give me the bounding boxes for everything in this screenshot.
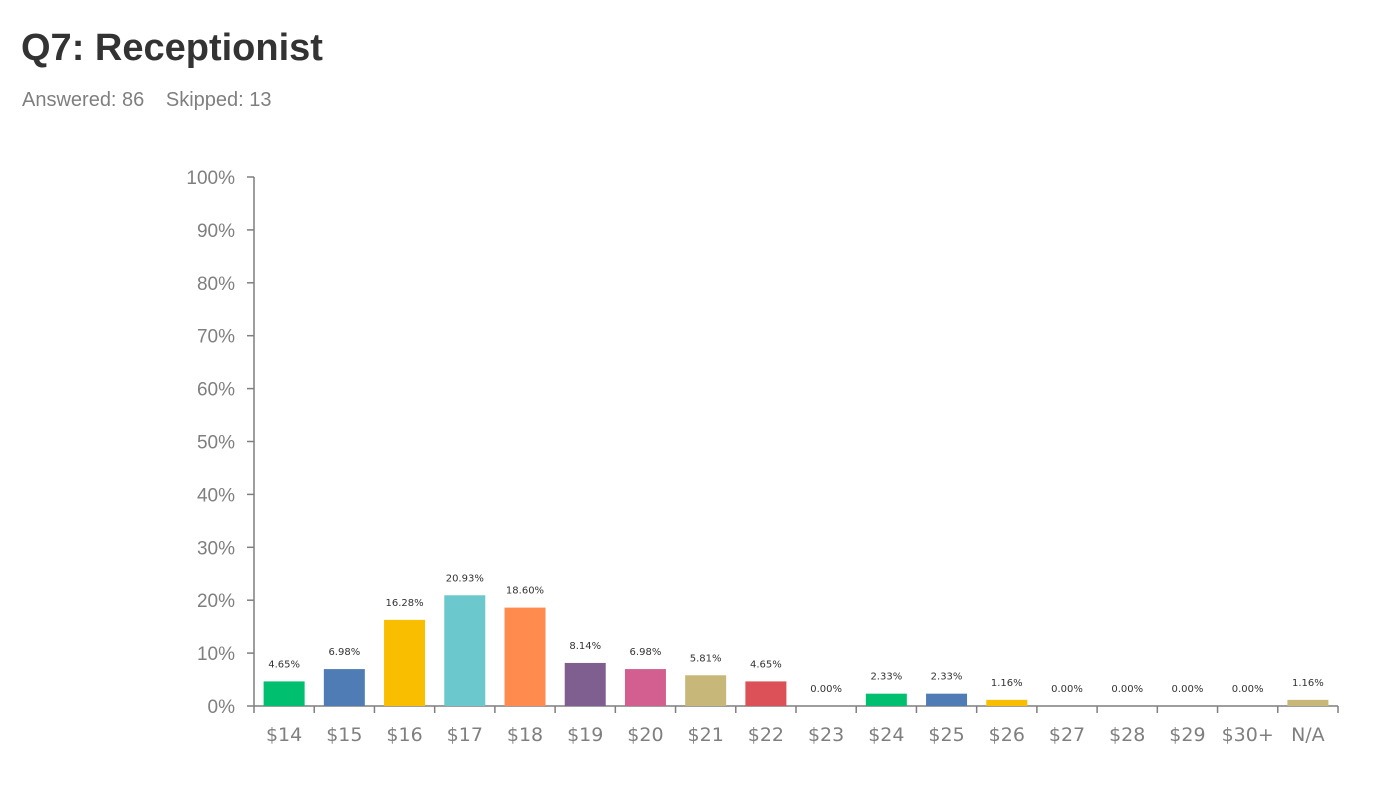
data-label: 6.98% bbox=[630, 647, 662, 658]
data-label: 1.16% bbox=[1292, 678, 1324, 689]
y-tick-label: 80% bbox=[197, 274, 235, 295]
bar bbox=[926, 693, 968, 706]
bar bbox=[564, 662, 606, 706]
x-tick-label: $25 bbox=[928, 724, 964, 746]
x-tick-label: $18 bbox=[507, 724, 543, 746]
y-tick-label: 40% bbox=[197, 485, 235, 506]
bar bbox=[444, 595, 486, 706]
response-summary: Answered: 86 Skipped: 13 bbox=[22, 89, 272, 112]
data-label: 5.81% bbox=[690, 653, 722, 664]
bar bbox=[323, 669, 365, 706]
data-label: 16.28% bbox=[385, 598, 423, 609]
x-tick-label: $28 bbox=[1109, 724, 1145, 746]
bar bbox=[986, 699, 1028, 706]
x-tick-label: N/A bbox=[1291, 724, 1325, 746]
x-tick-label: $22 bbox=[748, 724, 784, 746]
x-tick-label: $17 bbox=[447, 724, 483, 746]
bar bbox=[685, 675, 727, 706]
y-tick-label: 30% bbox=[197, 538, 235, 559]
answered-count: Answered: 86 bbox=[22, 89, 145, 111]
x-tick-label: $27 bbox=[1049, 724, 1085, 746]
x-tick-label: $29 bbox=[1169, 724, 1205, 746]
data-label: 0.00% bbox=[1232, 684, 1264, 695]
x-tick-label: $14 bbox=[266, 724, 302, 746]
data-label: 0.00% bbox=[1172, 684, 1204, 695]
x-tick-label: $15 bbox=[326, 724, 362, 746]
bar bbox=[624, 669, 666, 706]
x-tick-label: $19 bbox=[567, 724, 603, 746]
data-label: 0.00% bbox=[1051, 684, 1083, 695]
y-tick-label: 90% bbox=[197, 221, 235, 242]
data-label: 4.65% bbox=[750, 659, 782, 670]
data-label: 8.14% bbox=[569, 641, 601, 652]
y-tick-label: 50% bbox=[197, 433, 235, 454]
x-tick-label: $23 bbox=[808, 724, 844, 746]
x-tick-label: $24 bbox=[868, 724, 904, 746]
y-tick-label: 100% bbox=[186, 168, 235, 189]
y-tick-label: 60% bbox=[197, 380, 235, 401]
y-tick-label: 10% bbox=[197, 644, 235, 665]
data-label: 0.00% bbox=[1111, 684, 1143, 695]
x-tick-label: $16 bbox=[386, 724, 422, 746]
bar bbox=[865, 693, 907, 706]
bar bbox=[1287, 699, 1329, 706]
data-label: 1.16% bbox=[991, 678, 1023, 689]
x-tick-label: $30+ bbox=[1222, 724, 1274, 746]
data-label: 0.00% bbox=[810, 684, 842, 695]
x-tick-label: $20 bbox=[627, 724, 663, 746]
bar bbox=[504, 607, 546, 706]
data-label: 18.60% bbox=[506, 586, 544, 597]
bar bbox=[263, 681, 305, 706]
y-tick-label: 0% bbox=[208, 697, 236, 718]
data-label: 2.33% bbox=[931, 672, 963, 683]
y-tick-label: 70% bbox=[197, 327, 235, 348]
data-label: 4.65% bbox=[268, 659, 300, 670]
bar bbox=[384, 619, 426, 706]
y-tick-label: 20% bbox=[197, 591, 235, 612]
data-label: 6.98% bbox=[328, 647, 360, 658]
x-tick-label: $21 bbox=[688, 724, 724, 746]
bar bbox=[745, 681, 787, 706]
x-tick-label: $26 bbox=[989, 724, 1025, 746]
page-title: Q7: Receptionist bbox=[21, 27, 323, 69]
data-label: 20.93% bbox=[446, 573, 484, 584]
skipped-count: Skipped: 13 bbox=[165, 89, 272, 111]
data-label: 2.33% bbox=[870, 672, 902, 683]
